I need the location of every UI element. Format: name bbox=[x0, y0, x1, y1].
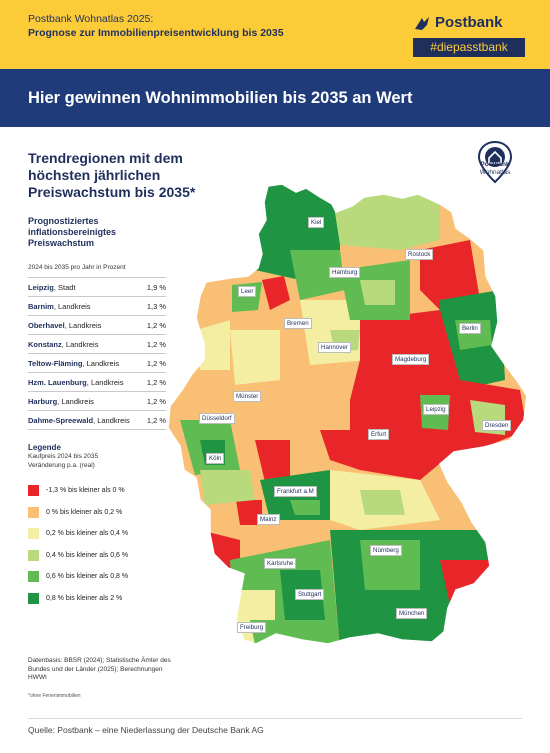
city-label-leer: Leer bbox=[238, 286, 257, 297]
legend-swatch bbox=[28, 506, 39, 518]
region-name: Hzm. Lauenburg bbox=[28, 377, 87, 387]
ranking-table: Leipzig, Stadt 1,9 % Barnim, Landkreis 1,3… bbox=[28, 277, 166, 430]
city-label-duesseldorf: Düsseldorf bbox=[199, 413, 235, 424]
region-type: Landkreis bbox=[58, 301, 91, 311]
city-label-koeln: Köln bbox=[206, 453, 225, 464]
legend-item: 0,2 % bis kleiner als 0,4 % bbox=[28, 523, 128, 545]
footer-divider bbox=[28, 718, 522, 719]
city-label-leipzig: Leipzig bbox=[423, 404, 449, 415]
ranking-row: Teltow-Fläming, Landkreis 1,2 % bbox=[28, 353, 166, 372]
ranking-row: Barnim, Landkreis 1,3 % bbox=[28, 296, 166, 315]
legend-label: 0,6 % bis kleiner als 0,8 % bbox=[46, 573, 129, 581]
growth-value: 1,2 % bbox=[146, 396, 166, 406]
legend-sub-1: Kaufpreis 2024 bis 2035 bbox=[28, 453, 99, 460]
legend-swatch bbox=[28, 571, 39, 583]
growth-value: 1,2 % bbox=[146, 320, 166, 330]
legend-title: Legende bbox=[28, 443, 61, 452]
growth-value: 1,2 % bbox=[146, 415, 166, 425]
region-type: Landkreis bbox=[68, 320, 102, 330]
city-label-mainz: Mainz bbox=[257, 514, 280, 525]
legend-subtitle: Kaufpreis 2024 bis 2035 Veränderung p.a.… bbox=[28, 453, 98, 470]
city-label-karlsruhe: Karlsruhe bbox=[264, 558, 297, 569]
subtitle: Trendregionen mit dem höchsten jährliche… bbox=[28, 150, 196, 200]
ranking-row: Harburg, Landkreis 1,2 % bbox=[28, 391, 166, 410]
ranking-row: Hzm. Lauenburg, Landkreis 1,2 % bbox=[28, 372, 166, 391]
legend: -1,3 % bis kleiner als 0 % 0 % bis klein… bbox=[28, 480, 128, 609]
legend-label: -1,3 % bis kleiner als 0 % bbox=[46, 487, 125, 495]
legend-item: 0,6 % bis kleiner als 0,8 % bbox=[28, 566, 128, 588]
legend-swatch bbox=[28, 485, 39, 497]
data-source: Datenbasis: BBSR (2024); Statistische Äm… bbox=[28, 657, 171, 681]
region-name: Teltow-Fläming bbox=[28, 358, 83, 368]
footer-source: Quelle: Postbank – eine Niederlassung de… bbox=[28, 725, 264, 735]
legend-swatch bbox=[28, 528, 39, 540]
city-label-muenster: Münster bbox=[233, 391, 262, 402]
legend-sub-2: Veränderung p.a. (real) bbox=[28, 461, 95, 469]
legend-label: 0 % bis kleiner als 0,2 % bbox=[46, 508, 123, 516]
ranking-row: Konstanz, Landkreis 1,2 % bbox=[28, 334, 166, 353]
legend-label: 0,2 % bis kleiner als 0,4 % bbox=[46, 530, 129, 538]
region-name: Konstanz bbox=[28, 339, 62, 349]
germany-outline bbox=[167, 183, 528, 645]
legend-swatch bbox=[28, 592, 39, 604]
legend-label: 0,4 % bis kleiner als 0,6 % bbox=[46, 551, 129, 559]
footnote: *ohne Ferienimmobilien bbox=[28, 693, 81, 699]
region-name: Barnim bbox=[28, 301, 54, 311]
city-label-hannover: Hannover bbox=[318, 342, 351, 353]
region-type: Landkreis bbox=[97, 415, 130, 425]
header-line-2: Prognose zur Immobilienpreisentwicklung … bbox=[28, 27, 284, 39]
header-line-1: Postbank Wohnatlas 2025: bbox=[28, 13, 154, 25]
legend-label: 0,8 % bis kleiner als 2 % bbox=[46, 594, 123, 602]
growth-value: 1,3 % bbox=[146, 301, 166, 311]
region-name: Dahme-Spreewald bbox=[28, 415, 94, 425]
city-label-hamburg: Hamburg bbox=[329, 267, 361, 278]
region-type: Landkreis bbox=[86, 358, 120, 368]
growth-value: 1,2 % bbox=[146, 377, 166, 387]
ranking-row: Leipzig, Stadt 1,9 % bbox=[28, 277, 166, 296]
city-label-bremen: Bremen bbox=[284, 318, 312, 329]
headline-banner: Hier gewinnen Wohnimmobilien bis 2035 an… bbox=[0, 69, 550, 127]
postbank-bird-icon bbox=[415, 17, 429, 30]
region-type: Stadt bbox=[58, 282, 76, 292]
ranking-subtitle: 2024 bis 2035 pro Jahr in Prozent bbox=[28, 264, 126, 271]
region-name: Harburg bbox=[28, 396, 58, 406]
headline: Hier gewinnen Wohnimmobilien bis 2035 an… bbox=[28, 89, 413, 107]
wohnatlas-badge: Postbank Wohnatlas bbox=[466, 161, 524, 177]
city-label-muenchen: München bbox=[396, 608, 428, 619]
city-label-kiel: Kiel bbox=[308, 217, 325, 228]
city-label-dresden: Dresden bbox=[482, 420, 512, 431]
legend-item: 0 % bis kleiner als 0,2 % bbox=[28, 502, 128, 524]
region-name: Leipzig bbox=[28, 282, 54, 292]
brand-name: Postbank bbox=[435, 14, 503, 31]
brand-tagline: #diepasstbank bbox=[413, 38, 525, 57]
ranking-row: Dahme-Spreewald, Landkreis 1,2 % bbox=[28, 410, 166, 430]
city-label-erfurt: Erfurt bbox=[368, 429, 390, 440]
city-label-freiburg: Freiburg bbox=[237, 622, 267, 633]
badge-line-2: Wohnatlas bbox=[479, 169, 511, 176]
region-type: Landkreis bbox=[90, 377, 124, 387]
legend-item: 0,4 % bis kleiner als 0,6 % bbox=[28, 545, 128, 567]
city-label-stuttgart: Stuttgart bbox=[295, 589, 325, 600]
city-label-berlin: Berlin bbox=[459, 323, 481, 334]
badge-line-1: Postbank bbox=[480, 161, 510, 168]
growth-value: 1,2 % bbox=[146, 339, 166, 349]
region-type: Landkreis bbox=[61, 396, 94, 406]
city-label-magdeburg: Magdeburg bbox=[392, 354, 430, 365]
legend-item: 0,8 % bis kleiner als 2 % bbox=[28, 588, 128, 610]
ranking-title: Prognostiziertes inflationsbereinigtes P… bbox=[28, 216, 117, 248]
legend-swatch bbox=[28, 549, 39, 561]
region-type: Landkreis bbox=[65, 339, 99, 349]
growth-value: 1,9 % bbox=[146, 282, 166, 292]
city-label-rostock: Rostock bbox=[405, 249, 434, 260]
region-name: Oberhavel bbox=[28, 320, 65, 330]
house-pin-icon bbox=[477, 140, 513, 184]
legend-item: -1,3 % bis kleiner als 0 % bbox=[28, 480, 128, 502]
city-label-nuernberg: Nürnberg bbox=[370, 545, 402, 556]
ranking-row: Oberhavel, Landkreis 1,2 % bbox=[28, 315, 166, 334]
top-bar: Postbank Wohnatlas 2025: Prognose zur Im… bbox=[0, 0, 550, 69]
postbank-logo: Postbank #diepasstbank bbox=[413, 14, 525, 60]
city-label-frankfurt: Frankfurt a.M bbox=[274, 486, 317, 497]
growth-value: 1,2 % bbox=[146, 358, 166, 368]
